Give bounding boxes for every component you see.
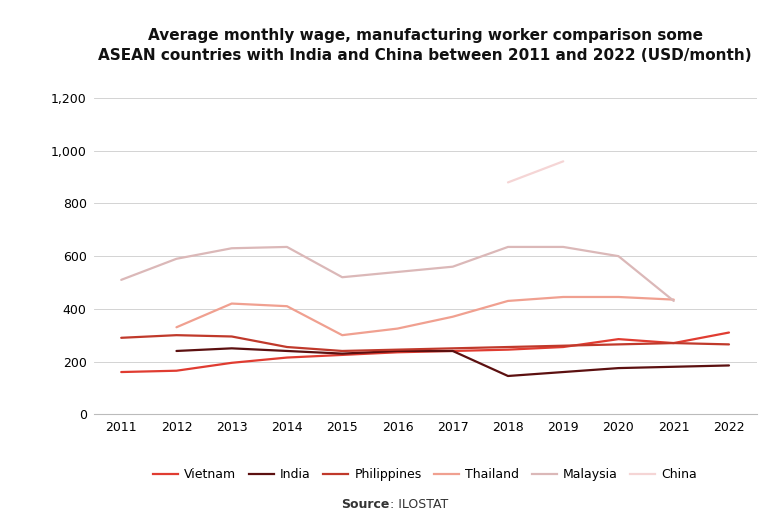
Title: Average monthly wage, manufacturing worker comparison some
ASEAN countries with : Average monthly wage, manufacturing work… (98, 28, 752, 63)
Legend: Vietnam, India, Philippines, Thailand, Malaysia, China: Vietnam, India, Philippines, Thailand, M… (147, 463, 703, 486)
Text: : ILOSTAT: : ILOSTAT (390, 498, 448, 511)
Text: Source: Source (342, 498, 390, 511)
